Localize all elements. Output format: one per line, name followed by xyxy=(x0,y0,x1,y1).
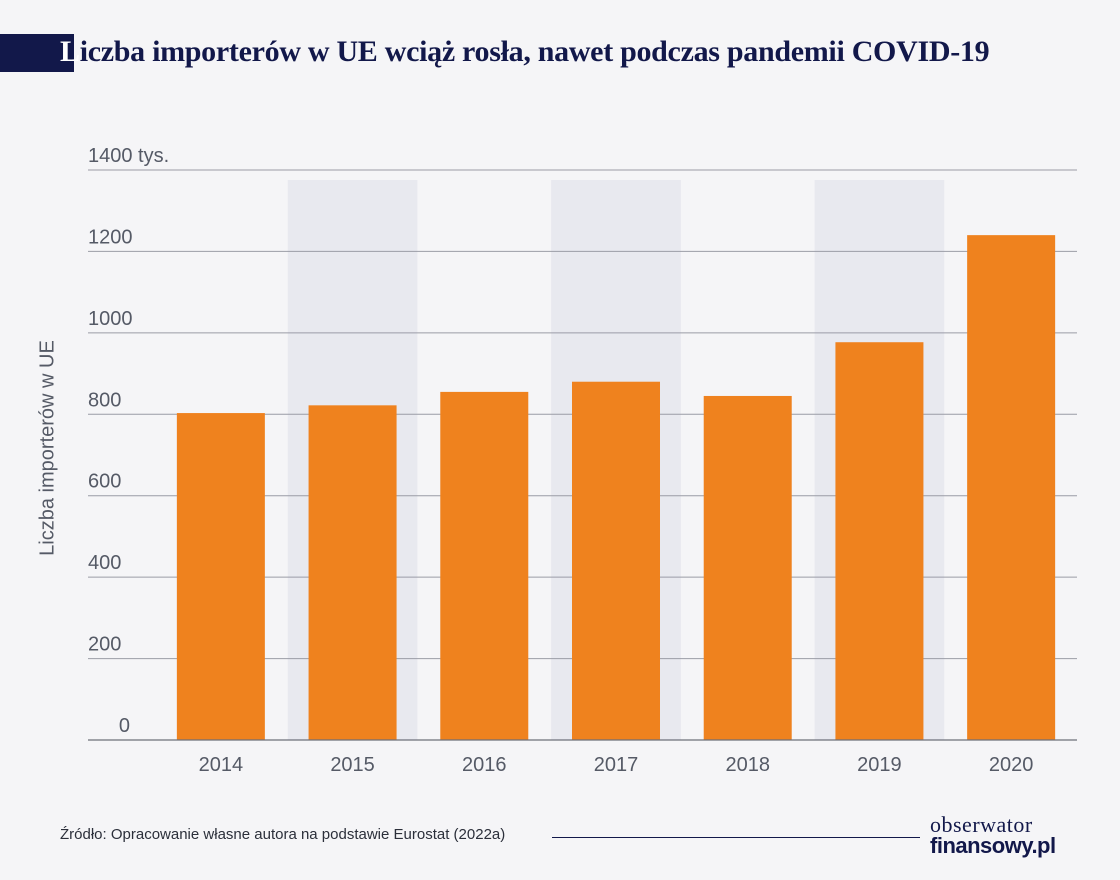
y-tick-label-1000: 1000 xyxy=(88,308,133,330)
y-tick-label-1200: 1200 xyxy=(88,226,133,248)
x-tick-label-2019: 2019 xyxy=(857,754,902,776)
chart-title-initial: L xyxy=(60,35,80,68)
y-tick-label-600: 600 xyxy=(88,471,121,493)
y-tick-label-800: 800 xyxy=(88,389,121,411)
y-tick-label-1400: 1400 tys. xyxy=(88,145,169,167)
y-tick-label-200: 200 xyxy=(88,634,121,656)
chart-title-text: iczba importerów w UE wciąż rosła, nawet… xyxy=(79,35,990,68)
source-note: Źródło: Opracowanie własne autora na pod… xyxy=(60,826,506,843)
x-tick-label-2014: 2014 xyxy=(199,754,244,776)
bar-2020 xyxy=(967,235,1056,740)
logo-top-text: obserwator xyxy=(930,812,1033,837)
brand-logo: obserwator finansowy.pl xyxy=(930,812,1080,858)
x-tick-label-2015: 2015 xyxy=(330,754,375,776)
bar-2018 xyxy=(703,395,792,740)
logo-bottom-text: finansowy.pl xyxy=(930,833,1056,858)
x-tick-label-2016: 2016 xyxy=(462,754,507,776)
bar-2017 xyxy=(572,381,660,740)
bar-2014 xyxy=(176,413,265,740)
bar-2015 xyxy=(308,405,397,740)
y-axis-label: Liczba importerów w UE xyxy=(36,340,59,556)
chart-title: Liczba importerów w UE wciąż rosła, nawe… xyxy=(60,30,990,74)
source-divider xyxy=(552,837,920,838)
bar-2019 xyxy=(835,342,924,740)
title-accent-bar xyxy=(0,34,74,72)
x-tick-label-2020: 2020 xyxy=(989,754,1034,776)
y-tick-label-0: 0 xyxy=(119,715,130,737)
bar-2016 xyxy=(440,391,529,740)
bar-chart: 0 200 400 600 800 1000 1200 1400 tys. 2014 2015 20… xyxy=(88,145,1077,776)
y-tick-label-400: 400 xyxy=(88,552,121,574)
x-tick-label-2018: 2018 xyxy=(725,754,770,776)
x-tick-label-2017: 2017 xyxy=(594,754,639,776)
